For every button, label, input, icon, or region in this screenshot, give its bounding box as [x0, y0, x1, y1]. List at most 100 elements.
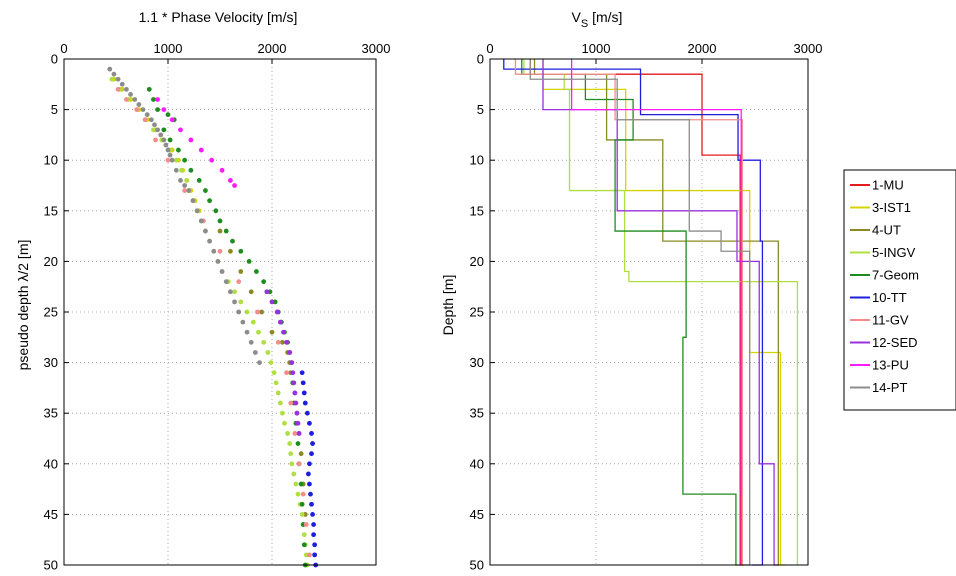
data-point-11-GV — [217, 248, 223, 254]
data-point-5-INGV — [289, 461, 295, 467]
data-point-10-TT — [300, 380, 306, 386]
data-point-10-TT — [312, 542, 318, 548]
data-point-10-TT — [302, 400, 308, 406]
data-point-5-INGV — [277, 400, 283, 406]
right-title-subscript: S — [581, 18, 588, 30]
data-point-14-PT — [228, 289, 233, 295]
data-point-12-SED — [269, 299, 275, 305]
data-point-13-PU — [155, 97, 161, 102]
data-point-12-SED — [291, 380, 297, 386]
data-point-10-TT — [308, 491, 313, 497]
right-x-tick-label: 3000 — [794, 41, 823, 56]
data-point-12-SED — [277, 319, 283, 325]
data-point-5-INGV — [184, 178, 190, 183]
data-point-14-PT — [182, 183, 188, 188]
data-point-14-PT — [240, 319, 246, 325]
left-y-tick-label: 40 — [44, 456, 58, 471]
data-point-12-SED — [296, 431, 302, 436]
data-point-14-PT — [190, 198, 196, 204]
data-point-14-PT — [169, 157, 175, 163]
data-point-10-TT — [309, 431, 314, 436]
data-point-7-Geom — [203, 188, 208, 193]
right-y-tick-label: 35 — [470, 406, 484, 421]
data-point-7-Geom — [207, 198, 213, 204]
data-point-10-TT — [299, 370, 305, 376]
right-chart-title: VS [m/s] — [572, 9, 623, 30]
data-point-7-Geom — [161, 127, 167, 133]
data-point-12-SED — [290, 370, 296, 376]
data-point-12-SED — [293, 400, 299, 406]
left-y-tick-label: 10 — [44, 153, 58, 168]
data-point-12-SED — [281, 329, 286, 335]
data-point-5-INGV — [265, 350, 271, 355]
data-point-10-TT — [311, 522, 316, 527]
data-point-7-Geom — [151, 97, 156, 102]
legend-label-4-UT: 4-UT — [872, 223, 901, 238]
data-point-4-UT — [217, 228, 223, 234]
data-point-4-UT — [238, 269, 244, 274]
profile-line-10-TT — [503, 59, 764, 566]
data-point-7-Geom — [188, 167, 194, 173]
data-point-11-GV — [115, 86, 121, 92]
right-y-tick-label: 40 — [470, 456, 484, 471]
right-y-tick-label: 10 — [470, 153, 484, 168]
data-point-10-TT — [307, 461, 312, 467]
data-point-14-PT — [158, 132, 164, 138]
data-point-10-TT — [311, 532, 316, 538]
legend-label-3-IST1: 3-IST1 — [872, 200, 911, 215]
left-y-tick-label: 50 — [44, 558, 58, 573]
data-point-14-PT — [115, 76, 121, 82]
legend-label-1-MU: 1-MU — [872, 178, 904, 193]
right-y-tick-label: 50 — [470, 558, 484, 573]
data-point-14-PT — [186, 188, 192, 193]
data-point-10-TT — [309, 501, 314, 507]
data-point-14-PT — [232, 299, 237, 305]
data-point-5-INGV — [271, 370, 277, 376]
data-point-7-Geom — [254, 269, 259, 274]
data-point-5-INGV — [275, 390, 281, 396]
data-point-14-PT — [163, 142, 169, 148]
data-point-7-Geom — [146, 86, 152, 92]
data-point-12-SED — [294, 410, 300, 416]
data-point-14-PT — [161, 137, 167, 143]
data-point-5-INGV — [287, 441, 293, 446]
data-point-14-PT — [248, 339, 254, 345]
data-point-10-TT — [310, 441, 315, 446]
data-point-7-Geom — [246, 259, 252, 264]
data-point-10-TT — [309, 451, 314, 457]
data-point-14-PT — [252, 350, 258, 355]
left-chart-title: 1.1 * Phase Velocity [m/s] — [139, 9, 298, 25]
data-point-7-Geom — [295, 441, 301, 446]
left-y-tick-label: 20 — [44, 254, 58, 269]
data-point-5-INGV — [179, 167, 184, 173]
data-point-14-PT — [207, 238, 213, 244]
right-x-tick-label: 1000 — [582, 41, 611, 56]
right-y-tick-label: 45 — [470, 507, 484, 522]
right-title-main: V — [572, 9, 582, 25]
data-point-14-PT — [132, 97, 138, 102]
data-point-7-Geom — [217, 218, 223, 224]
right-title-units: [m/s] — [588, 9, 622, 25]
data-point-5-INGV — [268, 360, 274, 365]
left-x-tick-label: 2000 — [258, 41, 287, 56]
data-point-10-TT — [306, 471, 311, 477]
left-y-tick-label: 15 — [44, 203, 58, 218]
data-point-12-SED — [274, 309, 280, 315]
data-point-14-PT — [144, 112, 150, 118]
legend: 1-MU 3-IST1 4-UT 5-INGV 7-Geom 10-TT 11-GV 12-S… — [843, 169, 956, 411]
data-point-14-PT — [140, 107, 146, 112]
data-point-7-Geom — [165, 112, 171, 118]
data-point-5-INGV — [280, 410, 285, 416]
data-point-5-INGV — [256, 329, 261, 335]
data-point-14-PT — [219, 269, 225, 274]
data-point-11-GV — [124, 97, 129, 102]
data-point-4-UT — [269, 329, 275, 335]
data-point-13-PU — [169, 117, 175, 123]
legend-label-10-TT: 10-TT — [872, 290, 907, 305]
data-point-7-Geom — [167, 137, 173, 143]
data-point-7-Geom — [301, 542, 307, 548]
left-x-tick-label: 0 — [60, 41, 67, 56]
data-point-11-GV — [165, 157, 171, 163]
data-point-11-GV — [275, 339, 281, 345]
